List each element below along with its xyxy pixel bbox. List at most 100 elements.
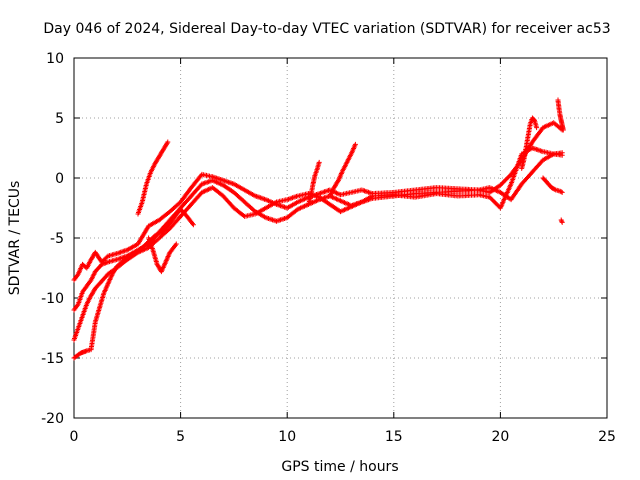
axis-ticks: 0 5 10 15 20 25 -20 -15 -10 -5 0 5 10 bbox=[41, 51, 616, 445]
x-tick-label: 15 bbox=[385, 429, 403, 445]
series-dip-4.5h bbox=[146, 235, 179, 275]
data-point bbox=[433, 191, 459, 199]
data-point bbox=[540, 149, 555, 157]
data-point bbox=[497, 173, 513, 188]
data-point bbox=[135, 201, 145, 217]
data-point bbox=[80, 303, 89, 319]
series-outlier bbox=[558, 217, 565, 225]
data-point bbox=[263, 215, 278, 224]
data-points bbox=[71, 97, 566, 361]
data-point bbox=[529, 145, 545, 154]
data-point bbox=[433, 185, 459, 192]
data-point bbox=[88, 287, 98, 299]
data-point bbox=[352, 141, 358, 147]
y-tick-label: 5 bbox=[55, 111, 64, 127]
data-point bbox=[529, 126, 545, 145]
data-point bbox=[126, 250, 137, 259]
grid-lines bbox=[74, 58, 607, 418]
data-point bbox=[210, 177, 225, 188]
data-point bbox=[359, 194, 374, 205]
data-point bbox=[220, 193, 236, 210]
data-point bbox=[173, 241, 179, 247]
series-track-d bbox=[71, 206, 196, 361]
series-spike-21h bbox=[519, 115, 540, 171]
data-point bbox=[146, 218, 161, 229]
data-point bbox=[92, 279, 104, 291]
data-point bbox=[178, 206, 189, 218]
data-point bbox=[558, 217, 565, 224]
series-end-22.9h bbox=[555, 97, 566, 133]
data-point bbox=[156, 227, 172, 241]
data-point bbox=[263, 200, 278, 211]
data-point bbox=[75, 291, 85, 307]
data-point bbox=[487, 185, 502, 195]
data-point bbox=[80, 284, 89, 295]
y-tick-label: -10 bbox=[41, 291, 64, 307]
data-point bbox=[84, 278, 93, 289]
data-point bbox=[133, 246, 144, 255]
data-point bbox=[274, 197, 289, 205]
data-point bbox=[220, 182, 236, 195]
data-point bbox=[114, 259, 125, 270]
data-point bbox=[559, 219, 565, 225]
data-point bbox=[338, 204, 353, 215]
data-point bbox=[508, 182, 524, 203]
data-point bbox=[295, 202, 310, 212]
data-point bbox=[529, 158, 545, 175]
data-point bbox=[555, 97, 562, 110]
data-point bbox=[340, 161, 349, 174]
data-point bbox=[88, 270, 98, 283]
data-point bbox=[391, 192, 417, 200]
data-point bbox=[92, 306, 102, 325]
data-point bbox=[81, 348, 89, 355]
data-point bbox=[188, 173, 204, 191]
data-point bbox=[348, 143, 358, 157]
data-point bbox=[178, 186, 193, 205]
x-tick-label: 10 bbox=[278, 429, 296, 445]
data-point bbox=[242, 199, 257, 213]
data-point bbox=[84, 258, 93, 271]
data-point bbox=[310, 174, 318, 188]
data-point bbox=[348, 200, 363, 210]
data-point bbox=[316, 194, 332, 207]
x-tick-label: 5 bbox=[176, 429, 185, 445]
data-point bbox=[553, 187, 562, 194]
data-point bbox=[165, 139, 171, 145]
data-point bbox=[348, 187, 363, 195]
data-point bbox=[231, 181, 246, 192]
data-point bbox=[190, 222, 196, 228]
data-point bbox=[231, 189, 246, 204]
data-point bbox=[139, 183, 149, 205]
data-point bbox=[295, 195, 310, 205]
x-tick-label: 25 bbox=[598, 429, 616, 445]
data-point bbox=[519, 170, 534, 187]
data-point bbox=[338, 190, 353, 198]
data-point bbox=[124, 242, 140, 253]
data-point bbox=[540, 175, 549, 185]
data-point bbox=[560, 127, 566, 133]
data-point bbox=[161, 140, 170, 152]
data-point bbox=[559, 189, 565, 195]
data-point bbox=[92, 262, 104, 275]
data-point bbox=[135, 224, 151, 247]
data-point bbox=[487, 194, 502, 210]
y-tick-label: 10 bbox=[46, 51, 64, 67]
data-point bbox=[167, 215, 183, 231]
data-point bbox=[105, 272, 115, 287]
data-point bbox=[152, 230, 163, 239]
data-point bbox=[335, 169, 345, 183]
data-point bbox=[184, 213, 195, 227]
data-point bbox=[156, 147, 166, 159]
x-axis-label: GPS time / hours bbox=[281, 459, 398, 475]
data-point bbox=[231, 205, 246, 218]
data-point bbox=[156, 210, 172, 223]
series-spike-4h bbox=[135, 139, 171, 217]
data-point bbox=[540, 120, 555, 131]
y-tick-label: 0 bbox=[55, 171, 64, 187]
y-tick-label: -20 bbox=[41, 411, 64, 427]
data-point bbox=[158, 260, 168, 275]
data-point bbox=[71, 302, 80, 313]
data-point bbox=[549, 185, 558, 192]
data-point bbox=[71, 272, 80, 283]
data-point bbox=[199, 178, 214, 187]
